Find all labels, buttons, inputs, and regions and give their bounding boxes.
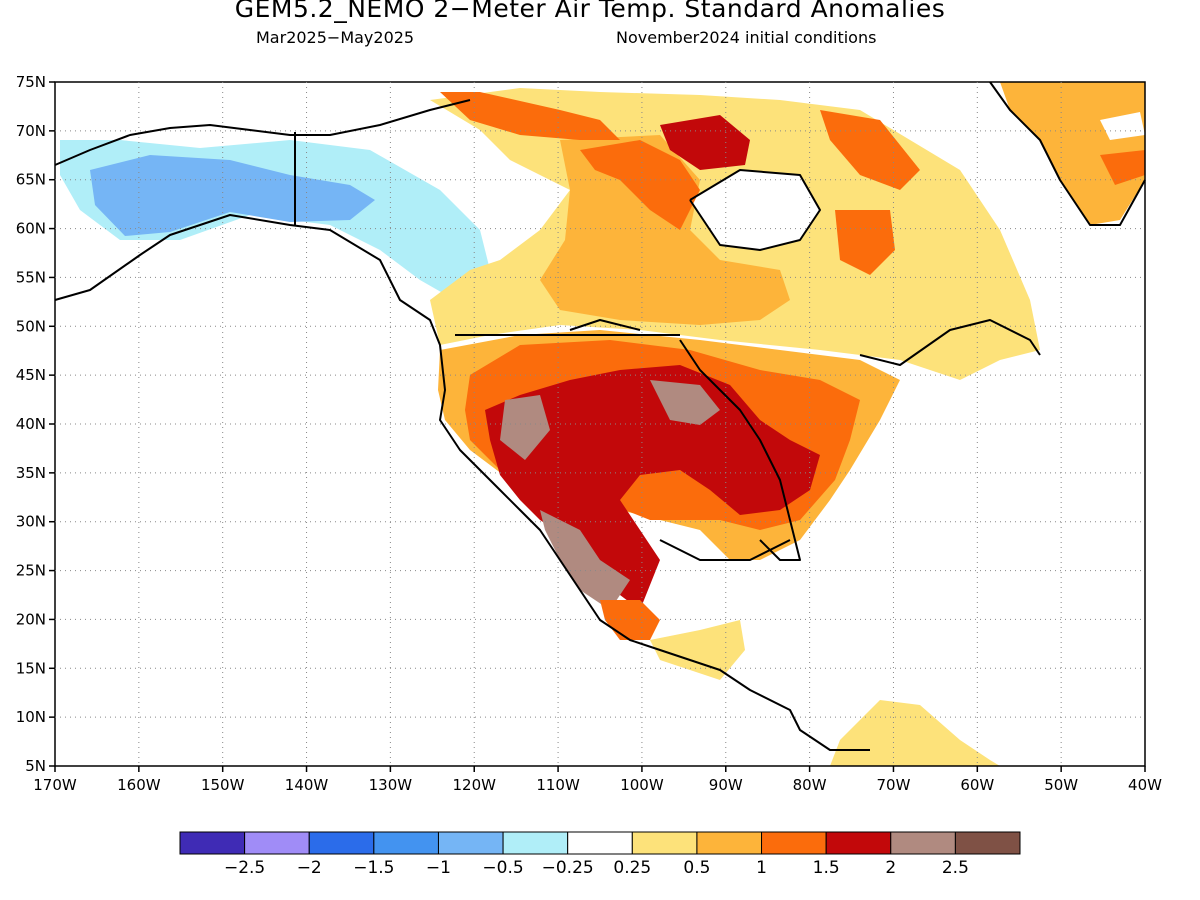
lon-tick-label: 80W	[793, 776, 827, 794]
anomaly-baffin-orange	[820, 110, 920, 190]
colorbar-label: −1.5	[353, 858, 394, 878]
colorbar-box	[825, 831, 892, 855]
lat-tick-label: 35N	[16, 464, 46, 482]
anomaly-greenland-dark-orange	[1100, 150, 1145, 185]
colorbar-label: 2.5	[942, 858, 969, 878]
lat-tick-label: 75N	[16, 73, 46, 91]
colorbar-label: 1.5	[813, 858, 840, 878]
anomaly-field	[60, 82, 1145, 766]
anomaly-south-america-yellow	[830, 700, 1000, 766]
latitude-tick-labels: 5N 10N 15N 20N 25N 30N 35N 40N 45N 50N 55N 60N 65N 70…	[16, 73, 55, 775]
colorbar-label: −1	[426, 858, 451, 878]
lat-tick-label: 60N	[16, 220, 46, 238]
lat-tick-label: 15N	[16, 659, 46, 677]
colorbar-box	[502, 831, 569, 855]
lon-tick-label: 60W	[960, 776, 994, 794]
anomaly-great-basin-gray	[500, 395, 550, 460]
anomaly-plains-gray	[650, 380, 720, 425]
anomaly-greenland-white	[1100, 112, 1145, 140]
lon-tick-label: 150W	[201, 776, 245, 794]
colorbar-box	[373, 831, 439, 855]
lat-tick-label: 20N	[16, 610, 46, 628]
anomaly-mexico-orange	[600, 600, 660, 640]
colorbar-label: 0.5	[683, 858, 710, 878]
anomaly-hudson-bay-white	[690, 170, 820, 250]
colorbar-box	[244, 831, 310, 855]
lat-tick-label: 70N	[16, 122, 46, 140]
lon-tick-label: 40W	[1128, 776, 1162, 794]
anomaly-greenland-orange	[1000, 82, 1145, 225]
lat-tick-label: 45N	[16, 366, 46, 384]
colorbar-label: 2	[885, 858, 896, 878]
lat-tick-label: 50N	[16, 317, 46, 335]
lon-tick-label: 160W	[117, 776, 161, 794]
colorbar-label: −2	[297, 858, 322, 878]
colorbar-label: 1	[756, 858, 767, 878]
anomaly-alaska-blue	[90, 155, 375, 236]
lat-tick-label: 30N	[16, 513, 46, 531]
lon-tick-label: 170W	[33, 776, 77, 794]
colorbar-label: −0.25	[542, 858, 594, 878]
lat-tick-label: 5N	[25, 757, 46, 775]
lon-tick-label: 50W	[1044, 776, 1078, 794]
anomaly-arctic-red	[660, 115, 750, 170]
colorbar-labels: −2.5 −2 −1.5 −1 −0.5 −0.25 0.25 0.5 1 1.5 2 2.5	[224, 858, 969, 878]
map-title: GEM5.2_NEMO 2−Meter Air Temp. Standard A…	[234, 0, 946, 23]
lat-tick-label: 25N	[16, 562, 46, 580]
lon-tick-label: 140W	[285, 776, 329, 794]
colorbar-box	[954, 831, 1021, 855]
colorbar-box	[567, 831, 633, 855]
lat-tick-label: 65N	[16, 171, 46, 189]
colorbar-box	[631, 831, 698, 855]
longitude-tick-labels: 170W 160W 150W 140W 130W 120W 110W 100W 90W 80W 70…	[33, 766, 1162, 794]
colorbar-box	[890, 831, 956, 855]
colorbar-box	[437, 831, 504, 855]
colorbar-box	[179, 831, 246, 855]
colorbar-label: −0.5	[482, 858, 523, 878]
lon-tick-label: 100W	[620, 776, 664, 794]
lon-tick-label: 110W	[536, 776, 580, 794]
lon-tick-label: 70W	[877, 776, 911, 794]
anomaly-nunavut-orange	[580, 140, 700, 230]
coastlines	[54, 81, 1146, 751]
lat-tick-label: 10N	[16, 708, 46, 726]
anomaly-arctic-orange	[440, 92, 620, 140]
anomaly-mexico-gray	[540, 510, 630, 610]
lat-tick-label: 55N	[16, 268, 46, 286]
colorbar-box	[696, 831, 763, 855]
colorbar-label: 0.25	[613, 858, 651, 878]
forecast-period: Mar2025−May2025	[256, 28, 415, 47]
anomaly-canada-orange-light	[540, 135, 790, 325]
colorbar-box	[761, 831, 827, 855]
colorbar	[179, 831, 1021, 855]
anomaly-usa-red	[485, 365, 820, 610]
colorbar-box	[308, 831, 375, 855]
anomaly-central-america-yellow	[650, 620, 745, 680]
lat-tick-label: 40N	[16, 415, 46, 433]
lon-tick-label: 130W	[369, 776, 413, 794]
anomaly-quebec-orange	[835, 210, 895, 275]
colorbar-label: −2.5	[224, 858, 265, 878]
initial-conditions: November2024 initial conditions	[616, 28, 877, 47]
lon-tick-label: 90W	[709, 776, 743, 794]
lon-tick-label: 120W	[452, 776, 496, 794]
